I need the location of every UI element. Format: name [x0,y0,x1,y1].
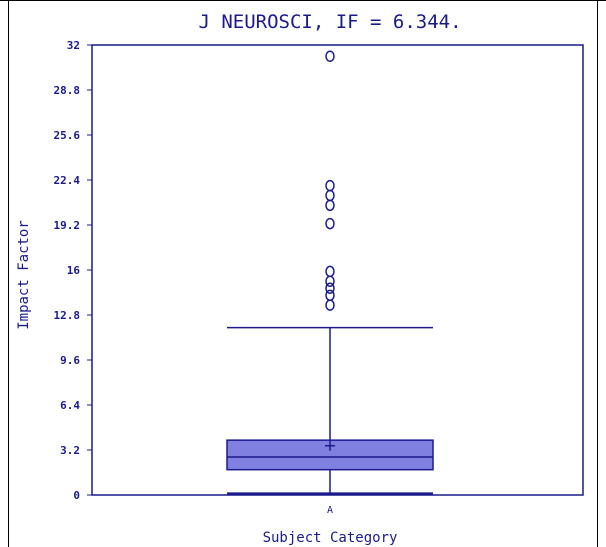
y-tick-label: 3.2 [60,444,80,457]
outlier-point [325,282,335,295]
outlier-point [325,275,335,287]
y-tick-label: 32 [67,39,80,52]
outlier-point [325,265,335,278]
outlier-point [325,199,335,212]
y-tick-label: 25.6 [54,129,81,142]
y-tick-label: 0 [73,489,80,502]
y-tick-label: 9.6 [60,354,80,367]
y-tick-label: 22.4 [54,174,81,187]
y-axis-title: Impact Factor [16,220,32,330]
y-tick-label: 19.2 [54,219,81,232]
outlier-point [325,289,335,302]
y-tick-label: 12.8 [54,309,81,322]
box-plot-series [226,50,434,495]
outlier-point [325,50,335,62]
x-axis-category-label: A [327,505,333,516]
outlier-point [325,179,335,192]
x-axis-title: Subject Category [263,530,398,546]
y-axis: 0 3.2 6.4 9.6 12.8 16 19.2 22.4 25.6 28.8 32 [54,39,92,502]
interquartile-box [226,439,434,471]
y-tick-label: 28.8 [54,84,81,97]
outlier-point [325,189,335,202]
plot-area [91,44,584,496]
y-tick-label: 6.4 [60,399,80,412]
outlier-point [325,217,335,230]
y-tick-label: 16 [67,264,81,277]
chart-title: J NEUROSCI, IF = 6.344. [198,11,461,33]
outlier-point [325,299,335,311]
